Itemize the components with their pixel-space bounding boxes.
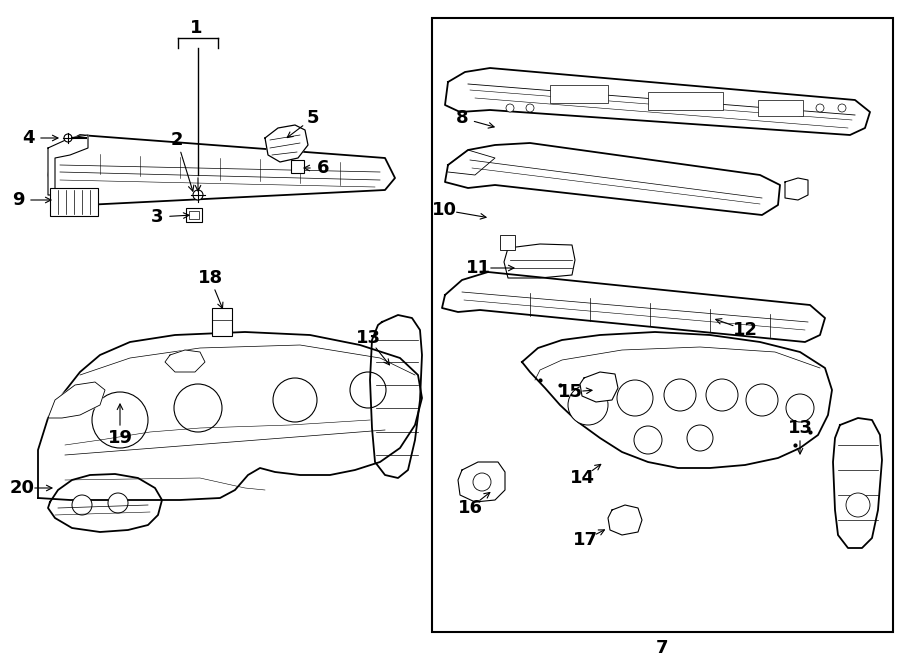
Polygon shape [48, 135, 88, 195]
Polygon shape [370, 315, 422, 478]
Circle shape [634, 426, 662, 454]
Polygon shape [580, 372, 618, 402]
Text: 2: 2 [171, 131, 184, 149]
Circle shape [506, 104, 514, 112]
Circle shape [526, 104, 534, 112]
Polygon shape [48, 382, 105, 418]
Text: 3: 3 [151, 208, 163, 226]
Text: 5: 5 [307, 109, 320, 127]
Bar [432, 18, 893, 632]
Text: 17: 17 [572, 531, 598, 549]
Circle shape [838, 104, 846, 112]
Text: 8: 8 [455, 109, 468, 127]
Text: 15: 15 [557, 383, 582, 401]
Text: 18: 18 [197, 269, 222, 287]
Circle shape [568, 385, 608, 425]
Bar [50, 188, 98, 216]
Circle shape [846, 493, 870, 517]
Bar [189, 211, 199, 219]
Bar [758, 100, 803, 116]
Text: 1: 1 [190, 19, 203, 37]
Bar [550, 85, 608, 103]
Text: 7: 7 [656, 639, 668, 657]
Circle shape [786, 394, 814, 422]
Circle shape [706, 379, 738, 411]
Text: 11: 11 [465, 259, 491, 277]
Polygon shape [38, 332, 422, 500]
Text: 19: 19 [107, 429, 132, 447]
Circle shape [174, 384, 222, 432]
Polygon shape [504, 244, 575, 278]
Circle shape [108, 493, 128, 513]
Circle shape [273, 378, 317, 422]
Text: 10: 10 [431, 201, 456, 219]
Polygon shape [785, 178, 808, 200]
Polygon shape [48, 474, 162, 532]
Circle shape [617, 380, 653, 416]
Polygon shape [265, 125, 308, 162]
Polygon shape [442, 272, 825, 342]
Text: 16: 16 [457, 499, 482, 517]
Polygon shape [608, 505, 642, 535]
Circle shape [72, 495, 92, 515]
Text: 13: 13 [356, 329, 381, 347]
Bar [648, 92, 723, 110]
Bar [291, 160, 304, 173]
Bar [212, 308, 232, 336]
Polygon shape [445, 68, 870, 135]
Polygon shape [445, 143, 780, 215]
Circle shape [473, 473, 491, 491]
Text: 13: 13 [788, 419, 813, 437]
Polygon shape [48, 135, 395, 205]
Circle shape [664, 379, 696, 411]
Polygon shape [522, 332, 832, 468]
Circle shape [350, 372, 386, 408]
Circle shape [687, 425, 713, 451]
Bar [500, 235, 515, 250]
Polygon shape [833, 418, 882, 548]
Polygon shape [165, 350, 205, 372]
Circle shape [92, 392, 148, 448]
Bar [186, 208, 202, 222]
Circle shape [64, 134, 72, 142]
Text: 14: 14 [570, 469, 595, 487]
Circle shape [746, 384, 778, 416]
Polygon shape [458, 462, 505, 502]
Text: 12: 12 [733, 321, 758, 339]
Text: 20: 20 [10, 479, 34, 497]
Text: 6: 6 [317, 159, 329, 177]
Circle shape [816, 104, 824, 112]
Text: 4: 4 [22, 129, 34, 147]
Circle shape [193, 190, 203, 200]
Text: 9: 9 [12, 191, 24, 209]
